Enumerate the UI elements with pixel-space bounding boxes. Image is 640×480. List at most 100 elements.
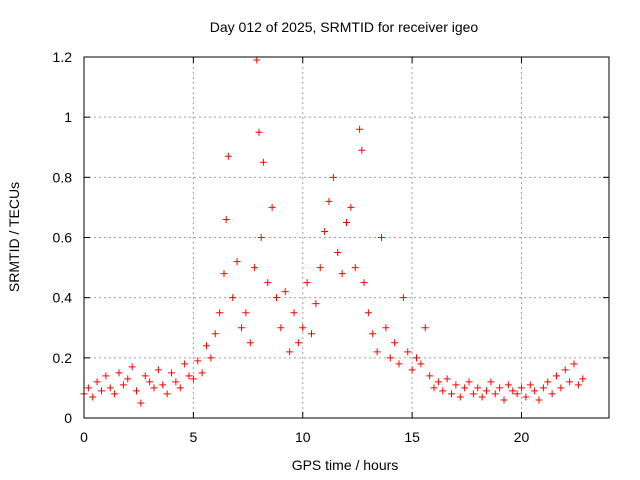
data-point	[356, 125, 364, 133]
data-point	[172, 378, 180, 386]
data-point	[84, 384, 92, 392]
data-point	[579, 375, 587, 383]
data-points	[80, 56, 587, 407]
data-point	[413, 354, 420, 362]
data-point	[509, 387, 517, 395]
y-tick-label: 1.2	[53, 49, 73, 65]
data-point	[154, 366, 162, 374]
data-point	[128, 363, 136, 371]
data-point	[168, 369, 175, 377]
data-point	[106, 384, 114, 392]
data-point	[474, 384, 482, 392]
data-point	[539, 384, 547, 392]
x-tick-label: 0	[80, 429, 88, 445]
data-point	[364, 309, 372, 317]
data-point	[526, 381, 534, 389]
data-point	[259, 158, 267, 166]
data-point	[430, 384, 438, 392]
data-point	[574, 381, 582, 389]
data-point	[286, 348, 294, 356]
y-axis-label: SRMTID / TECUs	[6, 182, 22, 292]
data-point	[124, 375, 132, 383]
y-tick-label: 0.6	[53, 230, 73, 246]
data-point	[281, 288, 289, 296]
data-point	[264, 279, 272, 287]
data-point	[382, 324, 390, 332]
data-point	[478, 393, 486, 401]
data-point	[290, 309, 298, 317]
data-point	[229, 294, 237, 302]
data-point	[119, 381, 127, 389]
data-point	[251, 264, 259, 272]
data-point	[553, 372, 560, 380]
x-tick-label: 15	[404, 429, 420, 445]
data-point	[246, 339, 254, 347]
grid-lines	[84, 57, 609, 418]
data-point	[216, 309, 224, 317]
data-point	[465, 378, 473, 386]
y-tick-label: 0.8	[53, 169, 73, 185]
data-point	[321, 227, 329, 235]
data-point	[434, 378, 442, 386]
data-point	[146, 378, 154, 386]
axis-ticks: 0 0.2 0.4 0.6 0.8 1 1.2 0 5 10 15 20	[53, 49, 609, 445]
data-point	[203, 342, 210, 350]
chart-title: Day 012 of 2025, SRMTID for receiver ige…	[210, 19, 479, 35]
data-point	[452, 381, 460, 389]
data-point	[163, 390, 171, 398]
data-point	[207, 354, 215, 362]
data-point	[325, 197, 333, 205]
data-point	[351, 264, 359, 272]
data-point	[303, 279, 311, 287]
data-point	[189, 375, 197, 383]
data-point	[257, 234, 265, 241]
data-point	[378, 234, 385, 241]
data-point	[443, 375, 451, 383]
data-point	[548, 390, 556, 398]
data-point	[137, 399, 145, 407]
data-point	[89, 393, 97, 401]
data-point	[500, 396, 508, 404]
data-point	[496, 384, 504, 392]
x-tick-label: 5	[189, 429, 197, 445]
y-tick-label: 0.2	[53, 350, 73, 366]
data-point	[220, 270, 228, 278]
data-point	[513, 390, 521, 398]
data-point	[150, 384, 158, 392]
data-point	[93, 378, 101, 386]
data-point	[461, 384, 469, 392]
data-point	[358, 146, 366, 154]
data-point	[273, 294, 280, 302]
x-axis-label: GPS time / hours	[292, 457, 399, 473]
data-point	[395, 360, 403, 368]
data-point	[518, 384, 525, 392]
data-point	[373, 348, 381, 356]
x-tick-label: 10	[295, 429, 311, 445]
data-point	[338, 270, 346, 278]
data-point	[491, 390, 499, 398]
data-point	[185, 372, 193, 380]
data-point	[531, 387, 539, 395]
data-point	[417, 360, 425, 368]
data-point	[504, 381, 512, 389]
data-point	[211, 330, 219, 338]
data-point	[312, 300, 320, 308]
data-point	[102, 372, 110, 380]
data-point	[557, 384, 565, 392]
data-point	[561, 366, 569, 374]
data-point	[233, 258, 241, 266]
data-point	[426, 372, 434, 380]
data-point	[238, 324, 245, 332]
data-point	[421, 324, 429, 332]
data-point	[483, 387, 490, 395]
y-tick-label: 1	[64, 109, 72, 125]
data-point	[343, 218, 350, 226]
data-point	[369, 330, 377, 338]
data-point	[255, 128, 263, 136]
data-point	[334, 249, 342, 257]
data-point	[98, 387, 105, 395]
data-point	[176, 384, 184, 392]
data-point	[198, 369, 206, 377]
data-point	[386, 354, 394, 362]
data-point	[181, 360, 189, 368]
